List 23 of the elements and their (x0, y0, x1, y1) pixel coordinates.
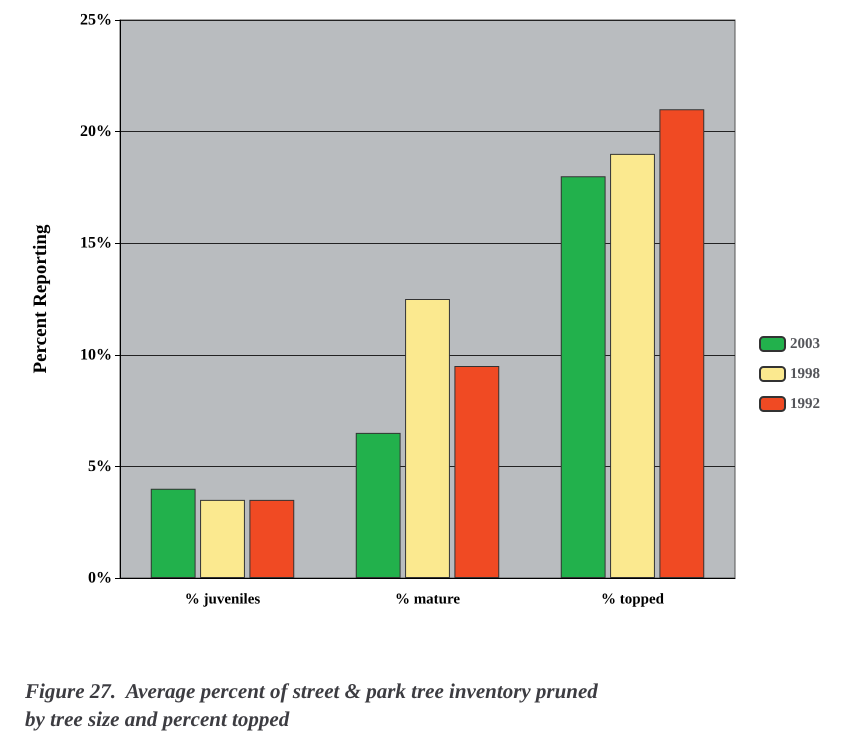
y-tick-label: 20% (80, 123, 112, 140)
legend-label: 1992 (790, 396, 820, 412)
bar (610, 154, 655, 578)
y-tick-label: 5% (88, 458, 112, 475)
x-tick-label: % juveniles (184, 592, 260, 608)
bar (659, 109, 704, 578)
legend-label: 2003 (790, 336, 820, 352)
text: Figure 27. Average percent of street & park tree inventory pruned by tree size and percent topped (24, 679, 598, 731)
bar (560, 176, 606, 578)
bar (249, 500, 294, 578)
y-tick-label: 25% (80, 12, 112, 28)
y-tick-label: 15% (80, 234, 112, 252)
y-axis-title: Percent Reporting (30, 224, 51, 374)
bar (356, 432, 401, 578)
bar (454, 366, 500, 578)
x-tick-label: % mature (394, 592, 460, 608)
bar (405, 299, 450, 578)
legend-label: 1998 (790, 366, 820, 382)
bar (150, 488, 196, 578)
x-tick-label: % topped (601, 592, 665, 608)
y-tick-label: 10% (80, 346, 112, 364)
y-tick-label: 0% (88, 570, 112, 586)
bar (200, 500, 245, 578)
